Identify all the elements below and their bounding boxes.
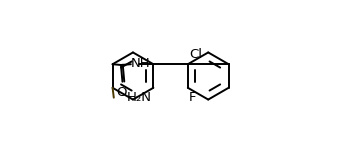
Text: NH: NH — [131, 57, 151, 70]
Text: O: O — [117, 86, 127, 99]
Text: F: F — [189, 91, 197, 104]
Text: Cl: Cl — [189, 48, 202, 61]
Text: H₂N: H₂N — [127, 91, 152, 104]
